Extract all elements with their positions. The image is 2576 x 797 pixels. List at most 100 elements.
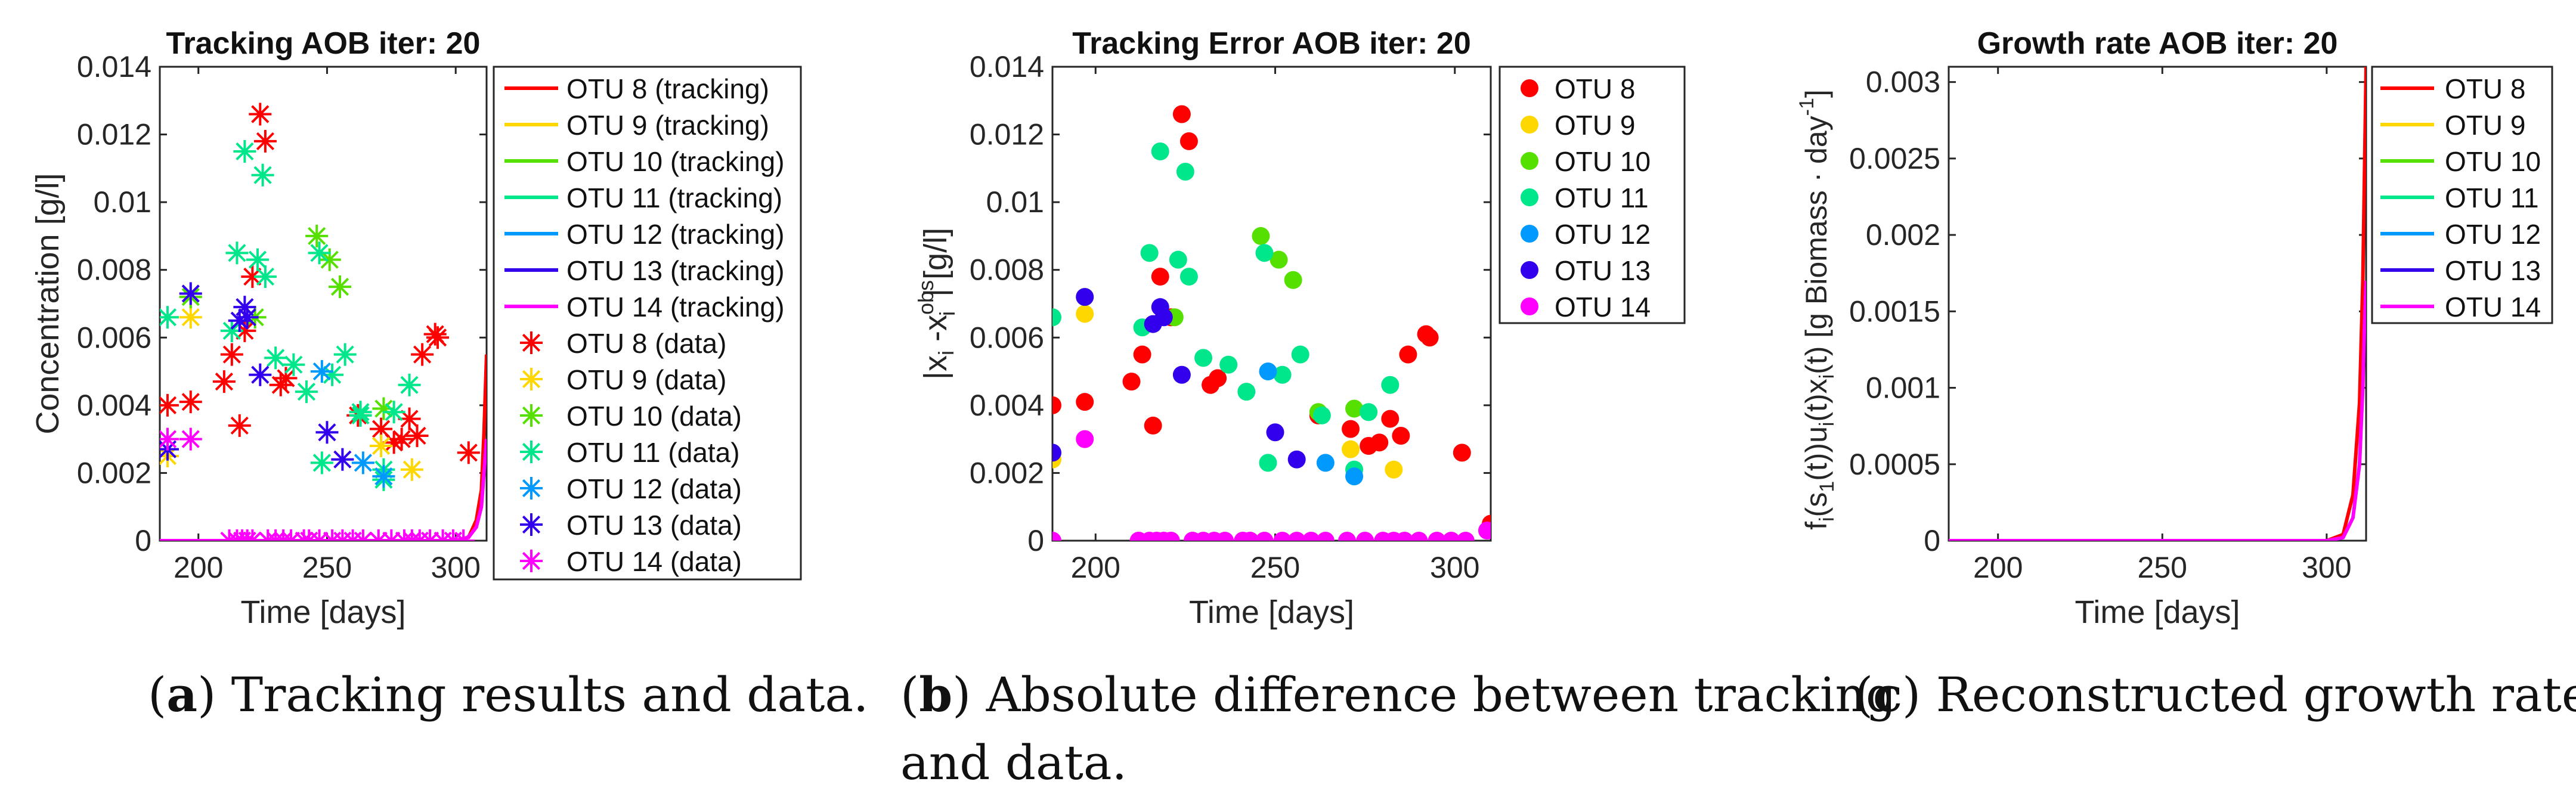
star-stroke xyxy=(251,105,270,123)
y-tick-label: 0.002 xyxy=(970,456,1044,489)
star-stroke xyxy=(333,531,345,541)
legend-label-otu-10-tracking: OTU 10 (tracking) xyxy=(566,146,785,177)
y-tick-label: 0.014 xyxy=(970,50,1044,83)
star-stroke xyxy=(354,531,365,541)
y-tick-label: 0.012 xyxy=(970,118,1044,151)
point-otu-11 xyxy=(1273,365,1292,384)
star-stroke xyxy=(389,531,401,541)
star-stroke xyxy=(330,278,349,296)
star-stroke xyxy=(343,531,355,541)
x-tick-label: 250 xyxy=(302,551,352,584)
legend-label-otu-14: OTU 14 xyxy=(1555,291,1651,322)
point-otu-14 xyxy=(1316,532,1335,541)
data-point-otu-8 xyxy=(179,390,202,414)
point-otu-13 xyxy=(1052,444,1061,462)
star-stroke xyxy=(336,345,354,364)
point-otu-8 xyxy=(1179,132,1198,150)
legend-dot-otu-13 xyxy=(1521,261,1538,279)
point-otu-12 xyxy=(1345,467,1364,486)
legend-label-otu-12-data: OTU 12 (data) xyxy=(566,473,742,504)
point-otu-11 xyxy=(1312,406,1331,424)
legend-label-otu-8: OTU 8 xyxy=(2445,73,2525,104)
star-stroke xyxy=(310,531,321,541)
star-stroke xyxy=(222,345,241,364)
star-stroke xyxy=(284,355,303,374)
data-point-otu-13 xyxy=(179,282,202,305)
legend: OTU 8 (tracking) OTU 9 (tracking) OTU 10 (… xyxy=(493,66,802,581)
data-point-otu-14 xyxy=(419,529,442,541)
legend-label-otu-10-data: OTU 10 (data) xyxy=(566,401,742,432)
point-otu-8 xyxy=(1392,426,1410,445)
point-otu-11 xyxy=(1291,345,1309,364)
legend-star-otu-11 xyxy=(520,441,543,463)
y-axis-label: Concentration [g/l] xyxy=(30,173,66,434)
star-stroke xyxy=(385,403,403,421)
star-stroke xyxy=(351,403,370,421)
y-tick-label: 0.006 xyxy=(970,321,1044,354)
point-otu-10 xyxy=(1252,227,1270,245)
data-point-otu-8 xyxy=(411,343,434,366)
point-otu-13 xyxy=(1076,288,1094,306)
star-stroke xyxy=(374,399,393,418)
point-otu-14 xyxy=(1255,532,1274,541)
star-stroke xyxy=(297,383,316,401)
point-otu-10 xyxy=(1270,250,1288,269)
legend-dot-otu-10 xyxy=(1521,152,1538,170)
y-tick-label: 0.004 xyxy=(77,389,151,422)
data-point-otu-9 xyxy=(400,458,423,481)
subscript: i xyxy=(1816,517,1838,522)
data-point-otu-11 xyxy=(246,248,269,271)
star-stroke xyxy=(300,531,311,541)
label-part: ] xyxy=(1800,89,1833,98)
point-otu-14 xyxy=(1052,532,1061,541)
chart-c: 200 250 300 0 0.0005 0.001 0.0015 0.002 0.0025 0.… xyxy=(1795,26,2553,630)
label-part: f xyxy=(1800,522,1833,530)
star-stroke xyxy=(308,227,326,246)
star-stroke xyxy=(228,531,239,541)
star-stroke xyxy=(408,426,426,445)
star-stroke xyxy=(256,267,275,286)
star-stroke xyxy=(410,531,421,541)
legend-label-otu-9-tracking: OTU 9 (tracking) xyxy=(566,110,769,141)
point-otu-8 xyxy=(1172,105,1191,123)
star-stroke xyxy=(181,430,200,448)
legend-label-otu-10: OTU 10 xyxy=(1555,146,1651,177)
point-otu-10 xyxy=(1345,399,1364,418)
data-point-otu-11 xyxy=(310,451,333,475)
point-otu-8 xyxy=(1209,369,1227,387)
star-stroke xyxy=(230,416,249,435)
star-stroke xyxy=(522,333,541,352)
y-tick-label: 0.006 xyxy=(77,321,151,354)
point-otu-8 xyxy=(1052,396,1061,414)
star-stroke xyxy=(361,531,372,541)
star-stroke xyxy=(317,531,329,541)
data-point-otu-11 xyxy=(233,139,256,163)
label-part: | [g/l] xyxy=(918,228,953,297)
data-point-otu-8 xyxy=(274,367,298,390)
star-stroke xyxy=(243,267,262,286)
legend-label-otu-13-data: OTU 13 (data) xyxy=(566,510,742,541)
data-point-otu-11 xyxy=(308,241,331,265)
star-stroke xyxy=(236,142,254,161)
point-otu-14 xyxy=(1395,532,1414,541)
point-otu-14 xyxy=(1442,532,1460,541)
chart-b: 200 250 300 0 0.002 0.004 0.006 0.008 0.01 0.012 0… xyxy=(914,26,1686,630)
legend-dot-otu-9 xyxy=(1521,116,1538,134)
y-tick-label: 0 xyxy=(1027,524,1044,557)
data-point-otu-8 xyxy=(390,427,413,451)
caption-c-text: Reconstructed growth rate. xyxy=(1921,667,2576,722)
y-tick-label: 0 xyxy=(1924,524,1940,557)
caption-b-text-line1: Absolute difference between tracking xyxy=(971,667,1897,722)
legend-label-otu-13: OTU 13 xyxy=(1555,255,1651,286)
legend-dot-otu-12 xyxy=(1521,225,1538,243)
point-otu-11 xyxy=(1194,349,1213,367)
star-stroke xyxy=(522,551,541,570)
label-part: (t)x xyxy=(1800,379,1833,421)
x-tick-label: 250 xyxy=(1250,551,1300,584)
star-stroke xyxy=(376,531,388,541)
point-otu-11 xyxy=(1255,244,1274,262)
data-point-otu-12 xyxy=(310,360,333,383)
point-otu-10 xyxy=(1284,271,1302,289)
star-stroke xyxy=(333,450,352,469)
